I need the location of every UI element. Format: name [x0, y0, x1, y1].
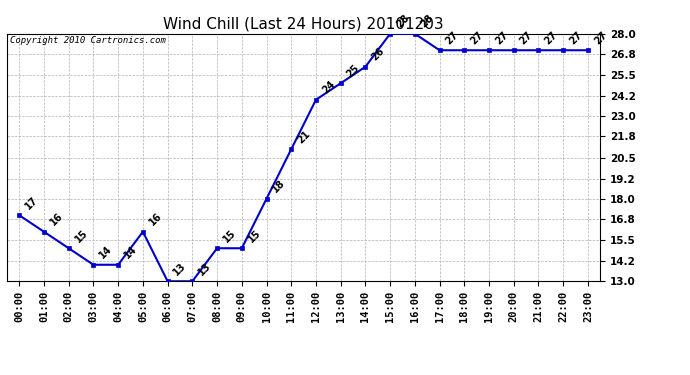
Text: 15: 15: [221, 228, 238, 244]
Text: 14: 14: [97, 244, 115, 261]
Text: 15: 15: [73, 228, 90, 244]
Text: 28: 28: [419, 13, 435, 30]
Text: 21: 21: [295, 129, 312, 145]
Text: 27: 27: [444, 30, 460, 46]
Text: 24: 24: [320, 79, 337, 96]
Title: Wind Chill (Last 24 Hours) 20101203: Wind Chill (Last 24 Hours) 20101203: [164, 16, 444, 31]
Text: 27: 27: [469, 30, 485, 46]
Text: 16: 16: [48, 211, 65, 228]
Text: 25: 25: [345, 63, 362, 79]
Text: 14: 14: [122, 244, 139, 261]
Text: 27: 27: [542, 30, 560, 46]
Text: 27: 27: [493, 30, 510, 46]
Text: 26: 26: [370, 46, 386, 63]
Text: 16: 16: [147, 211, 164, 228]
Text: 18: 18: [270, 178, 287, 195]
Text: 27: 27: [567, 30, 584, 46]
Text: 17: 17: [23, 195, 40, 211]
Text: 15: 15: [246, 228, 263, 244]
Text: 28: 28: [394, 13, 411, 30]
Text: Copyright 2010 Cartronics.com: Copyright 2010 Cartronics.com: [10, 36, 166, 45]
Text: 27: 27: [592, 30, 609, 46]
Text: 13: 13: [172, 261, 188, 277]
Text: 13: 13: [197, 261, 213, 277]
Text: 27: 27: [518, 30, 535, 46]
